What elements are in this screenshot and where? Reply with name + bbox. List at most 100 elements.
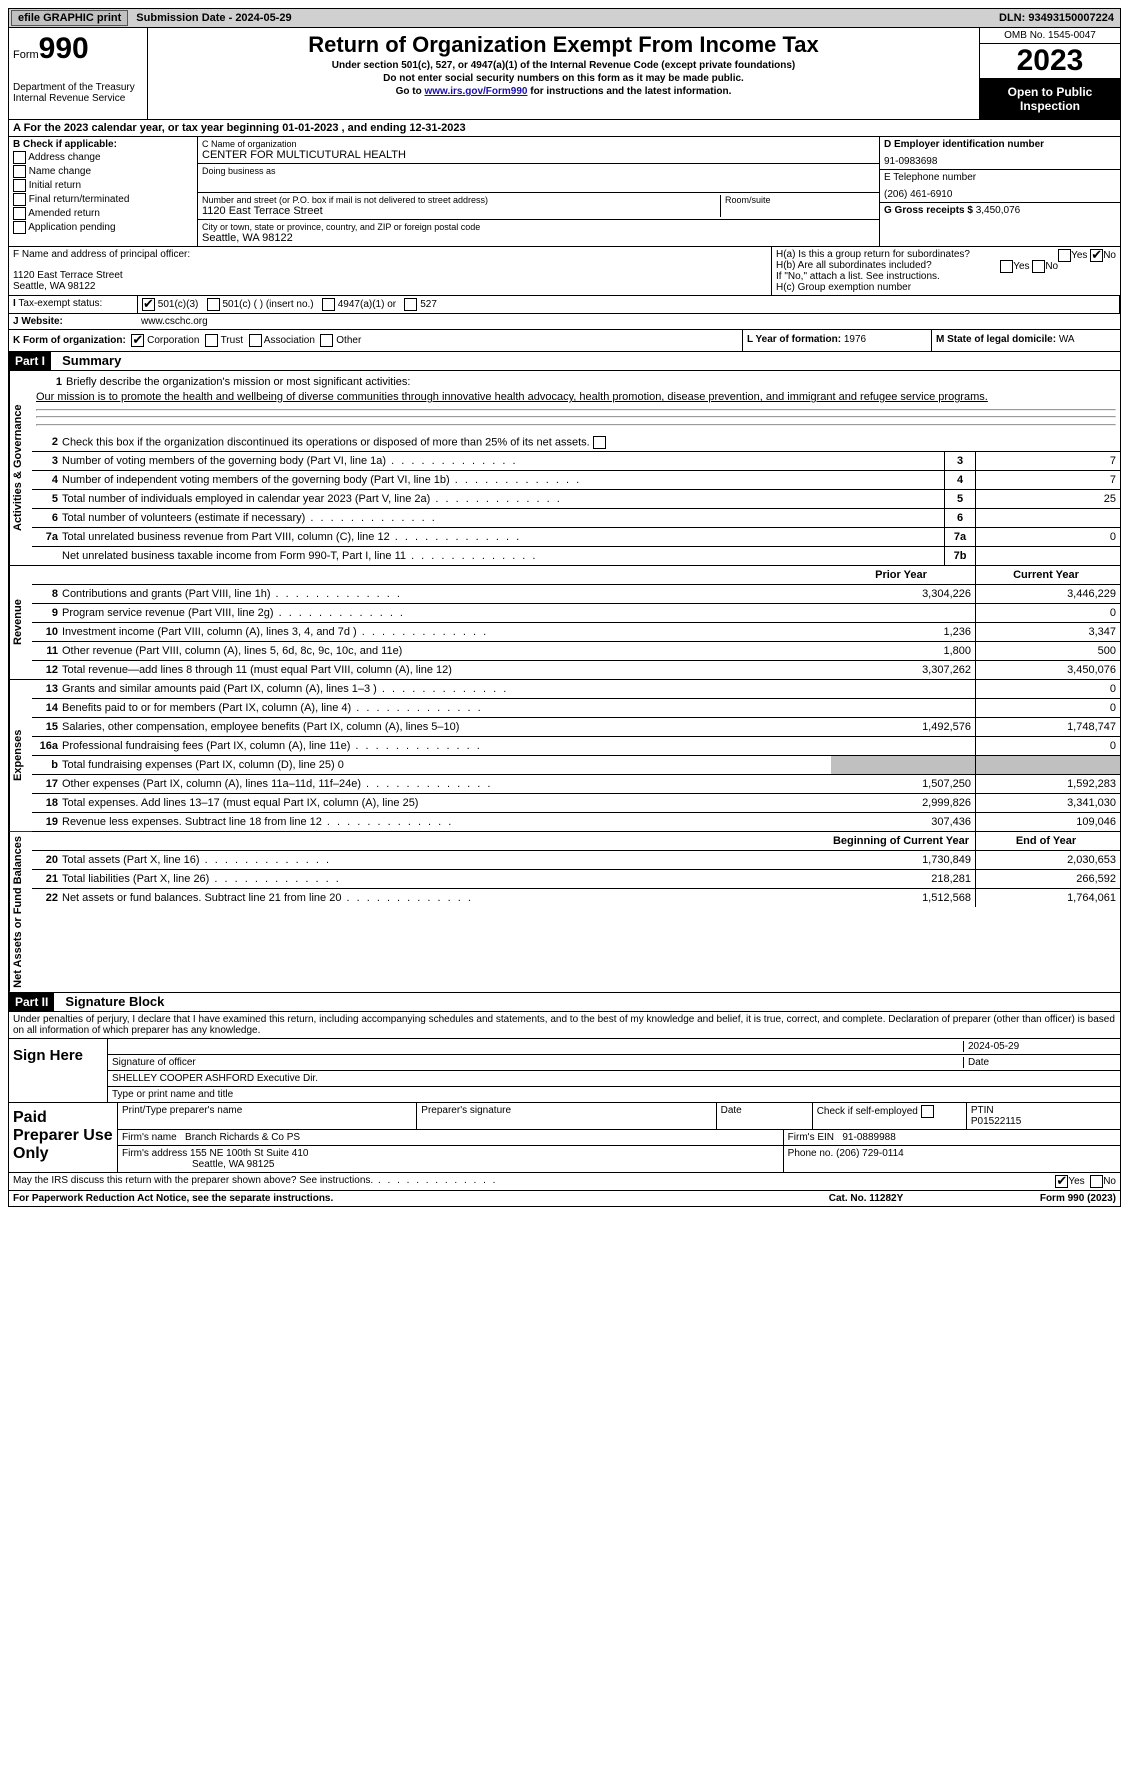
firm-addr1: 155 NE 100th St Suite 410	[190, 1148, 308, 1159]
dba-label: Doing business as	[202, 166, 875, 176]
ha-row: H(a) Is this a group return for subordin…	[776, 249, 1116, 260]
prepsig-label: Preparer's signature	[417, 1103, 716, 1129]
paid-phone-label: Phone no.	[788, 1148, 834, 1159]
discuss-no[interactable]	[1090, 1175, 1103, 1188]
block-klm: K Form of organization: Corporation Trus…	[8, 330, 1121, 352]
hdr-end: End of Year	[976, 832, 1120, 850]
cb-amended-return[interactable]: Amended return	[13, 207, 193, 220]
k-label: K Form of organization:	[13, 335, 126, 346]
phone-label: E Telephone number	[884, 172, 1116, 183]
subtitle-2: Do not enter social security numbers on …	[152, 73, 975, 84]
line9-c: 0	[976, 604, 1120, 622]
hdr-begin: Beginning of Current Year	[831, 832, 976, 850]
line3-val: 7	[976, 452, 1120, 470]
revenue-section: Revenue Prior YearCurrent Year 8Contribu…	[8, 566, 1121, 680]
cat-no: Cat. No. 11282Y	[766, 1193, 966, 1204]
firm-name: Branch Richards & Co PS	[185, 1132, 300, 1143]
line22-c: 1,764,061	[976, 889, 1120, 907]
paid-phone: (206) 729-0114	[836, 1148, 904, 1159]
col-c-orginfo: C Name of organization CENTER FOR MULTIC…	[198, 137, 879, 246]
cb-other[interactable]	[320, 334, 333, 347]
cb-assoc[interactable]	[249, 334, 262, 347]
l-value: 1976	[844, 334, 866, 345]
submission-date: Submission Date - 2024-05-29	[130, 12, 297, 24]
officer-addr2: Seattle, WA 98122	[13, 281, 767, 292]
ein-value: 91-0983698	[884, 156, 1116, 167]
cb-name-change[interactable]: Name change	[13, 165, 193, 178]
cb-discontinued[interactable]	[593, 436, 606, 449]
line5: Total number of individuals employed in …	[62, 491, 944, 507]
cb-4947[interactable]	[322, 298, 335, 311]
line16a-p	[831, 737, 976, 755]
col-deg: D Employer identification number 91-0983…	[879, 137, 1120, 246]
cb-501c3[interactable]	[142, 298, 155, 311]
ptin-value: P01522115	[971, 1116, 1116, 1127]
cb-527[interactable]	[404, 298, 417, 311]
line2: Check this box if the organization disco…	[62, 434, 1120, 451]
line6: Total number of volunteers (estimate if …	[62, 510, 944, 526]
activities-governance-section: Activities & Governance 1Briefly describ…	[8, 371, 1121, 566]
line15-p: 1,492,576	[831, 718, 976, 736]
vtab-expenses: Expenses	[9, 680, 32, 831]
dept-text: Department of the Treasury Internal Reve…	[13, 82, 143, 104]
line20-p: 1,730,849	[831, 851, 976, 869]
cb-address-change[interactable]: Address change	[13, 151, 193, 164]
omb-number: OMB No. 1545-0047	[980, 28, 1120, 44]
firm-name-label: Firm's name	[122, 1132, 177, 1143]
form-title: Return of Organization Exempt From Incom…	[152, 32, 975, 58]
pra-notice: For Paperwork Reduction Act Notice, see …	[13, 1193, 766, 1204]
cb-self-employed[interactable]	[921, 1105, 934, 1118]
line7b: Net unrelated business taxable income fr…	[62, 548, 944, 564]
ha-yes[interactable]	[1058, 249, 1071, 262]
line14: Benefits paid to or for members (Part IX…	[62, 700, 831, 716]
check-self-employed: Check if self-employed	[813, 1103, 967, 1129]
street-label: Number and street (or P.O. box if mail i…	[202, 195, 720, 205]
l-label: L Year of formation:	[747, 334, 841, 345]
line12-c: 3,450,076	[976, 661, 1120, 679]
cb-501c[interactable]	[207, 298, 220, 311]
firm-ein-label: Firm's EIN	[788, 1132, 834, 1143]
line19-c: 109,046	[976, 813, 1120, 831]
vtab-revenue: Revenue	[9, 566, 32, 679]
line17-c: 1,592,283	[976, 775, 1120, 793]
part1-badge: Part I	[9, 352, 51, 370]
block-j-website: J Website: www.cschc.org	[8, 314, 1121, 330]
line9: Program service revenue (Part VIII, line…	[62, 605, 831, 621]
block-ij: I Tax-exempt status: 501(c)(3) 501(c) ( …	[8, 296, 1121, 314]
hb-no[interactable]	[1032, 260, 1045, 273]
hb-yes[interactable]	[1000, 260, 1013, 273]
sign-here-label: Sign Here	[9, 1039, 108, 1102]
cb-trust[interactable]	[205, 334, 218, 347]
firm-ein: 91-0889988	[842, 1132, 895, 1143]
expenses-section: Expenses 13Grants and similar amounts pa…	[8, 680, 1121, 832]
part2-badge: Part II	[9, 993, 54, 1011]
discuss-yes[interactable]	[1055, 1175, 1068, 1188]
mission-text: Our mission is to promote the health and…	[36, 391, 1116, 403]
phone-value: (206) 461-6910	[884, 189, 1116, 200]
cb-final-return[interactable]: Final return/terminated	[13, 193, 193, 206]
org-name: CENTER FOR MULTICUTURAL HEALTH	[202, 149, 875, 161]
line10-c: 3,347	[976, 623, 1120, 641]
instructions-link[interactable]: www.irs.gov/Form990	[424, 86, 527, 97]
line18-c: 3,341,030	[976, 794, 1120, 812]
ein-label: D Employer identification number	[884, 139, 1116, 150]
cb-corp[interactable]	[131, 334, 144, 347]
city-label: City or town, state or province, country…	[202, 222, 875, 232]
paid-label: Paid Preparer Use Only	[9, 1103, 118, 1172]
cb-application-pending[interactable]: Application pending	[13, 221, 193, 234]
line12-p: 3,307,262	[831, 661, 976, 679]
line17-p: 1,507,250	[831, 775, 976, 793]
line7a-val: 0	[976, 528, 1120, 546]
officer-name: SHELLEY COOPER ASHFORD Executive Dir.	[112, 1073, 326, 1084]
top-toolbar: efile GRAPHIC print Submission Date - 20…	[8, 8, 1121, 28]
netassets-section: Net Assets or Fund Balances Beginning of…	[8, 832, 1121, 993]
block-fh: F Name and address of principal officer:…	[8, 247, 1121, 296]
line20-c: 2,030,653	[976, 851, 1120, 869]
subtitle-3: Go to www.irs.gov/Form990 for instructio…	[152, 86, 975, 97]
efile-button[interactable]: efile GRAPHIC print	[11, 10, 128, 26]
form-footer: Form 990 (2023)	[966, 1193, 1116, 1204]
subtitle-1: Under section 501(c), 527, or 4947(a)(1)…	[152, 60, 975, 71]
cb-initial-return[interactable]: Initial return	[13, 179, 193, 192]
line6-val	[976, 509, 1120, 527]
ha-no[interactable]	[1090, 249, 1103, 262]
